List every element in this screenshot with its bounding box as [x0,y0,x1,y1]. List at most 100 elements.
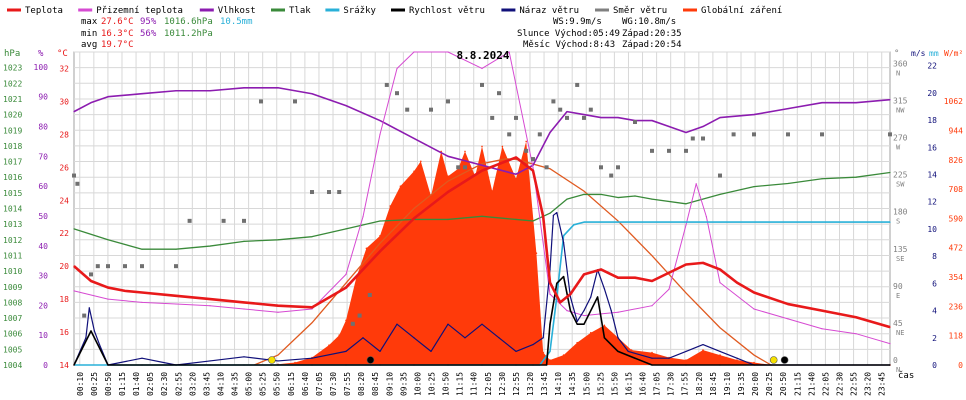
humidity-line-point [141,93,143,95]
sun-moon-marker [769,356,778,364]
wind-direction-point [731,132,736,137]
radiation-tick-label: 0 [958,361,963,370]
time-tick-label: 02:05 [146,372,155,396]
wind-direction-point [384,82,389,87]
radiation-tick-label: 118 [949,332,964,341]
global-radiation-point [413,170,415,173]
wind-direction-point [405,107,410,112]
wind-direction-point [123,264,127,269]
temperature-line-point [243,301,245,303]
pressure-line-point [515,218,517,221]
time-tick-label: 07:30 [329,372,338,396]
pressure-line-point [532,220,534,222]
sun-moon-marker [268,356,276,364]
legend-label: Náraz větru [519,6,579,16]
humidity-axis-unit: % [38,49,44,59]
time-tick-label: 00:25 [90,372,99,396]
humidity-line-point [209,90,211,92]
wind-direction-point [690,136,695,141]
wind-gust-line-point [413,337,415,339]
ground-temperature-line-point [532,166,534,168]
humidity-line-point [617,116,619,119]
time-tick-label: 14:10 [554,372,563,396]
humidity-line-point [481,164,483,166]
wind-speed-line-point [141,364,143,366]
wind-direction-point [582,115,586,120]
wind-speed-line-point [175,364,177,366]
time-tick-label: 18:20 [695,372,704,396]
direction-tick-degrees: 360 [893,59,908,68]
wind-direction-point [558,107,563,112]
stats-min-temp: 16.3°C [101,29,134,39]
time-tick-label: 12:55 [512,372,521,396]
pressure-line-point [617,196,619,199]
legend-label: Teplota [25,6,63,16]
wind-speed-line-point [104,357,106,359]
wind-gust-line-point [277,360,279,362]
ground-temperature-line-point [311,308,313,310]
ground-temperature-line-point [396,67,398,70]
wind-direction-point [456,165,461,170]
global-radiation-point [603,324,606,327]
pressure-line-point [311,236,313,238]
time-tick-label: 00:10 [76,372,85,396]
global-radiation-point [753,361,755,364]
global-radiation-point [379,235,381,237]
wind-gust-line-point [542,337,544,339]
ground-temperature-line-point [719,282,721,284]
temperature-line-point [569,293,572,295]
wind-direction-point [82,313,87,318]
direction-tick-degrees: 135 [893,245,908,254]
wind-gust-line-point [603,288,606,290]
legend-label: Směr větru [613,6,667,16]
humidity-line-point [600,116,602,119]
global-radiation-point [702,349,704,351]
global-radiation-point [562,354,565,356]
time-tick-label: 06:15 [287,372,296,396]
wind-speed-line-point [651,364,653,366]
wind-speed-line-point [532,364,534,366]
pressure-tick-label: 1011 [3,251,22,260]
temperature-line-point [559,301,561,303]
global-radiation-point [491,190,494,192]
radiation-tick-label: 1062 [944,97,963,106]
temperature-line-point [90,280,92,282]
temperature-line-point [311,306,313,308]
wind-speed-line-point [447,364,449,366]
pressure-line-point [379,220,381,222]
wind-gust-line-point [481,323,483,325]
ground-temperature-line-point [668,288,670,290]
ground-temperature-line-point [277,311,279,313]
temperature-line-point [753,291,755,294]
pressure-tick-label: 1017 [3,158,22,167]
global-radiation-point [399,185,402,187]
global-radiation-point [651,351,653,354]
radiation-tick-label: 354 [949,273,964,282]
time-tick-label: 09:10 [385,372,394,396]
wind-speed-line-point [107,364,109,366]
temperature-line-point [617,277,619,279]
legend: Teplota Přizemní teplota Vlhkost Tlak Srážky… [7,6,782,16]
wind-gust-line-point [464,337,466,339]
wind-speed-max: WS:9.9m/s [553,17,602,27]
wind-direction-point [609,173,614,178]
ground-temperature-line-point [855,333,857,335]
direction-tick-label: NE [896,329,904,337]
wind-direction-point [293,99,297,104]
humidity-tick-label: 60 [38,182,48,191]
ground-temperature-line-point [515,84,517,86]
temperature-line-point [447,191,449,193]
global-radiation-point [549,359,551,361]
wind-gust-line-point [362,337,364,339]
temperature-line-point [542,216,544,218]
temperature-line-point [124,290,126,292]
wind-speed-line [73,275,890,366]
wind-speed-line-point [311,364,313,366]
radiation-tick-label: 590 [949,214,964,223]
wind-speed-line-point [90,330,92,332]
ground-temperature-line-point [107,298,109,300]
wind-direction-point [524,148,529,153]
wind-direction-point [395,91,399,96]
humidity-line-point [243,87,245,89]
humidity-line-point [651,119,653,122]
